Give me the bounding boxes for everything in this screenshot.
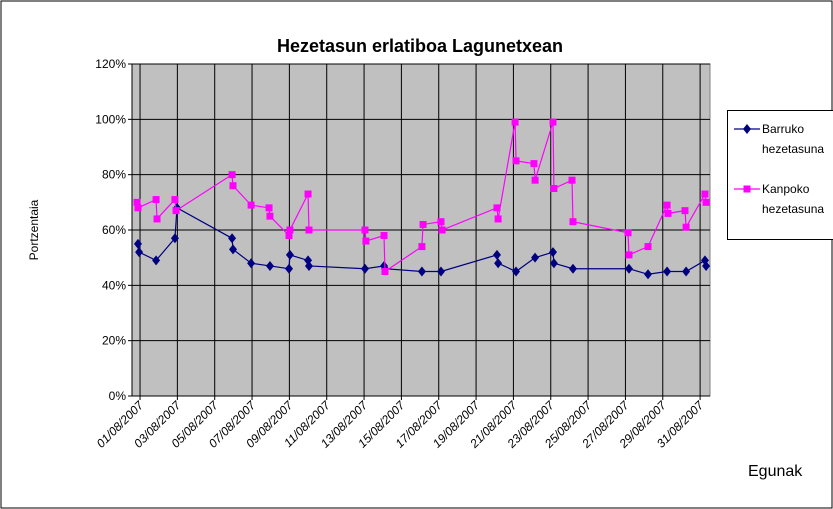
marker [419,220,427,228]
marker [228,233,237,244]
y-tick-label: 40% [102,278,126,292]
marker [418,243,426,251]
marker [247,201,255,209]
marker [229,182,237,190]
marker [437,218,445,226]
marker [170,233,179,244]
marker [530,160,538,168]
marker [152,255,161,266]
marker [644,243,652,251]
marker [285,249,294,260]
marker [568,176,576,184]
marker [492,249,501,260]
marker [664,209,672,217]
marker [172,207,180,215]
legend-key [734,185,760,193]
marker [493,204,501,212]
marker [511,118,519,126]
marker [682,223,690,231]
marker [550,185,558,192]
legend-key [734,124,760,134]
marker [305,226,313,234]
marker [133,198,141,206]
marker [417,266,426,277]
marker [644,269,653,280]
marker [663,201,671,209]
marker [569,218,577,226]
legend-label: Barruko hezetasuna [762,122,825,156]
marker [701,190,709,198]
marker [743,124,751,134]
marker [531,252,540,263]
marker [380,232,388,240]
y-tick-label: 20% [102,334,126,348]
marker [360,263,369,274]
y-tick-label: 0% [109,389,127,403]
marker [135,247,144,258]
marker [152,196,160,204]
chart-title: Hezetasun erlatiboa Lagunetxean [277,36,563,56]
x-axis-label: Egunak [748,463,803,480]
marker [228,171,236,179]
marker [494,258,503,269]
legend-label: Kanpoko hezetasuna [762,182,825,216]
marker [361,226,369,234]
marker [512,266,521,277]
marker [494,215,502,223]
marker [304,260,313,271]
y-tick-label: 120% [95,57,126,71]
marker [743,185,751,193]
marker [625,251,633,259]
legend: Barruko hezetasuna Kanpoko hezetasuna [727,110,833,240]
marker [548,247,557,258]
y-axis-label: Portzentaia [27,199,41,260]
marker [171,196,179,204]
y-tick-label: 80% [102,168,126,182]
marker [247,258,256,269]
marker [702,198,710,206]
marker [362,237,370,245]
marker [304,190,312,198]
marker [531,176,539,184]
marker [663,266,672,277]
marker [702,260,711,271]
marker [134,204,142,212]
marker [624,263,633,274]
y-tick-label: 60% [102,223,126,237]
marker [381,268,389,275]
marker [153,215,161,223]
marker [266,212,274,220]
marker [229,244,238,255]
marker [682,266,691,277]
marker [286,226,294,234]
marker [512,157,520,165]
marker [624,229,632,237]
y-tick-label: 100% [95,112,126,126]
marker [133,238,142,249]
marker [549,258,558,269]
marker [681,207,689,215]
marker [265,204,273,212]
marker [438,226,446,234]
marker [568,263,577,274]
marker [265,260,274,271]
marker [436,266,445,277]
marker [549,118,557,126]
marker [285,263,294,274]
marker [285,232,293,240]
